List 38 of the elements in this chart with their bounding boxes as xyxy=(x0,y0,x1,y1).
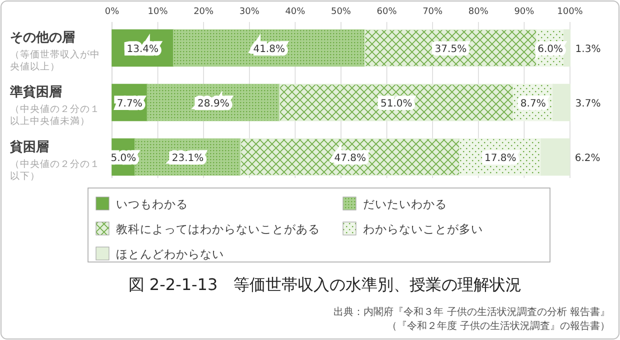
x-tick-label: 60% xyxy=(376,7,398,17)
data-label: 6.2% xyxy=(574,153,600,164)
legend-label: いつもわかる xyxy=(116,197,188,211)
legend-label: わからないことが多い xyxy=(363,222,483,236)
x-tick-label: 70% xyxy=(422,7,444,17)
data-label: 17.8% xyxy=(484,153,516,164)
data-label: 8.7% xyxy=(520,98,546,110)
legend-label: 教科によってはわからないことがある xyxy=(116,222,320,236)
x-tick-label: 80% xyxy=(468,7,489,17)
y-tick-label: 準貧困層（中央値の２分の１以上中央値未満） xyxy=(9,84,100,128)
x-tick-label: 20% xyxy=(194,7,214,17)
text: 図 2-2-1-13 等価世帯収入の水準別、授業の理解状況 xyxy=(128,275,522,294)
x-tick-label: 10% xyxy=(148,7,168,17)
x-tick-label: 90% xyxy=(514,7,535,17)
bar xyxy=(279,84,514,122)
data-label: 28.9% xyxy=(198,98,230,110)
data-label: 6.0% xyxy=(538,44,564,55)
legend-label: だいたいわかる xyxy=(363,197,447,211)
x-tick-label: 40% xyxy=(285,7,306,17)
bar xyxy=(552,84,570,122)
data-label: 7.7% xyxy=(116,98,142,110)
bar xyxy=(240,138,460,176)
data-label: 1.3% xyxy=(575,44,601,55)
x-tick-label: 50% xyxy=(330,7,352,17)
bar xyxy=(364,29,537,67)
bar xyxy=(564,29,570,67)
text: （『令和２年度 子供の生活状況調査』の報告書） xyxy=(386,320,610,332)
y-tick-label: 貧困層（中央値の２分の１以下） xyxy=(9,138,100,182)
bar xyxy=(540,138,570,176)
bar xyxy=(172,29,366,67)
x-tick-label: 100% xyxy=(557,7,584,17)
source-note: 出典：内閣府『令和３年 子供の生活状況調査の分析 報告書』 xyxy=(334,306,610,318)
x-tick-label: 30% xyxy=(239,7,260,17)
x-tick-label: 0% xyxy=(104,7,120,17)
data-label: 3.7% xyxy=(575,98,601,110)
y-tick-label: その他の層（等価世帯収入が中央値以上） xyxy=(10,30,100,73)
legend-label: ほとんどわからない xyxy=(116,247,224,261)
data-label: 23.1% xyxy=(172,153,204,164)
